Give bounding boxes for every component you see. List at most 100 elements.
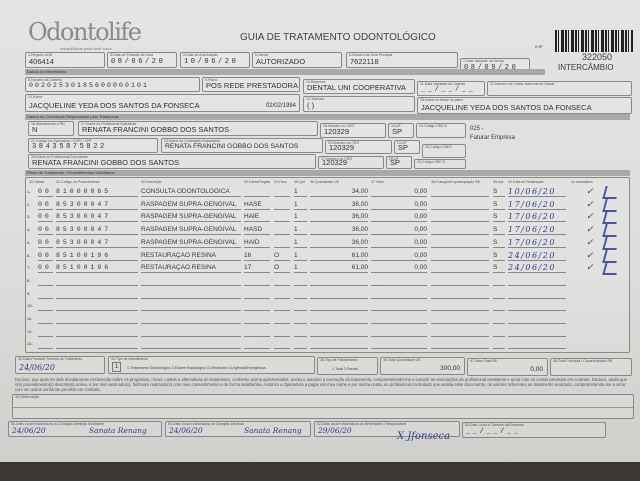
cell-code[interactable]	[56, 328, 138, 337]
cell-qty[interactable]	[294, 340, 307, 350]
cell-table[interactable]: 00	[38, 238, 53, 248]
cell-face[interactable]	[274, 188, 290, 197]
cell-copay[interactable]	[431, 277, 489, 286]
cell-copay[interactable]	[431, 340, 489, 350]
procedure-row[interactable]: 7- 00 85100196 RESTAURAÇÃO RESINA 17 O 1 61,00 0…	[26, 262, 629, 276]
cell-code[interactable]	[56, 340, 138, 350]
cell-value[interactable]	[371, 277, 427, 286]
cell-qty[interactable]: 1	[294, 264, 307, 274]
cell-date[interactable]: 17/06/20	[508, 226, 566, 236]
cell-code[interactable]	[56, 315, 138, 324]
cell-copay[interactable]	[431, 264, 489, 274]
cell-face[interactable]	[274, 302, 290, 312]
cell-table[interactable]: 00	[38, 226, 53, 236]
procedure-row[interactable]: 6- 00 85100196 RESTAURAÇÃO RESINA 16 O 1 61,00 0…	[26, 249, 629, 263]
end-date-field[interactable]: 43-Data Provável Término do Tratamento 24…	[15, 356, 105, 374]
cell-aut[interactable]	[493, 277, 505, 286]
cell-aut[interactable]: S	[493, 201, 505, 210]
card-number-field[interactable]: 8-Número da Carteira 00202530185600000101	[25, 77, 200, 92]
cell-date[interactable]	[508, 277, 566, 286]
cell-tooth[interactable]: HASE	[244, 201, 270, 210]
procedure-row[interactable]: 13-	[26, 340, 629, 351]
cell-aut[interactable]: S	[493, 226, 505, 236]
issue-date-field[interactable]: 3-Data de Emissão da Guia 08/06/20	[107, 52, 177, 68]
total-value-field[interactable]: 47-Valor Total R$ 0,00	[467, 358, 548, 376]
cell-us[interactable]	[310, 328, 368, 337]
cell-tooth[interactable]	[244, 188, 270, 197]
cell-aut[interactable]	[493, 315, 505, 324]
cell-face[interactable]	[274, 290, 290, 299]
cell-code[interactable]: 85100196	[56, 252, 138, 261]
cell-us[interactable]	[310, 302, 368, 312]
cell-tooth[interactable]: HASD	[244, 226, 270, 236]
procedure-row[interactable]: 12-	[26, 328, 629, 339]
cell-us[interactable]: 36,00	[310, 239, 368, 248]
cell-code[interactable]	[56, 277, 138, 286]
cell-copay[interactable]	[431, 226, 489, 236]
card-validity-field[interactable]: 11-Data Validade da Carteira __/__/__	[417, 81, 485, 96]
cell-copay[interactable]	[431, 239, 489, 248]
cell-date[interactable]	[508, 315, 566, 324]
cell-value[interactable]	[371, 302, 427, 312]
cell-us[interactable]: 61,00	[310, 252, 368, 261]
operator-code-field[interactable]: 21-Código na Operadora / CNPJ / CPF 38435…	[28, 138, 158, 153]
cell-aut[interactable]	[493, 340, 505, 350]
cell-tooth[interactable]	[244, 328, 270, 337]
cell-description[interactable]: RASPAGEM SUPRA-GENGIVAL	[141, 213, 241, 223]
cell-description[interactable]: RESTAURAÇÃO RESINA	[141, 264, 241, 274]
cell-tooth[interactable]	[244, 290, 270, 299]
cell-qty[interactable]: 1	[294, 239, 307, 248]
cell-table[interactable]	[38, 340, 53, 350]
uf-field-3[interactable]: 28-UF SP	[386, 156, 412, 169]
cell-date[interactable]: 24/06/20	[508, 252, 566, 261]
cell-us[interactable]: 36,00	[310, 226, 368, 236]
cell-value[interactable]: 0,00	[371, 188, 427, 197]
holder-name-field[interactable]: 15-Nome do titular do plano JACQUELINE YE…	[417, 97, 632, 114]
cell-tooth[interactable]	[244, 315, 270, 324]
cell-table[interactable]	[38, 302, 53, 312]
cell-copay[interactable]	[431, 290, 489, 299]
cell-description[interactable]: RASPAGEM SUPRA-GENGIVAL	[141, 201, 241, 210]
observation-field[interactable]: 49-Observação	[12, 394, 634, 419]
cell-description[interactable]	[141, 290, 241, 299]
cell-value[interactable]: 0,00	[371, 226, 427, 236]
cell-face[interactable]: O	[274, 264, 290, 274]
cell-us[interactable]	[310, 290, 368, 299]
cell-face[interactable]	[274, 213, 290, 223]
cro-field-2[interactable]: 23-Número no CRO 120329	[325, 140, 392, 154]
auth-date-field[interactable]: 4-Data de Autorização 10/06/20	[180, 52, 250, 68]
cell-face[interactable]: O	[274, 252, 290, 261]
cell-qty[interactable]	[294, 315, 307, 324]
procedure-row[interactable]: 8-	[26, 277, 629, 288]
cell-qty[interactable]	[294, 290, 307, 299]
cell-aut[interactable]	[493, 290, 505, 299]
cell-date[interactable]: 10/06/20	[508, 188, 566, 197]
cell-qty[interactable]: 1	[294, 252, 307, 261]
cell-tooth[interactable]	[244, 340, 270, 350]
cell-copay[interactable]	[431, 328, 489, 337]
cell-description[interactable]	[141, 315, 241, 324]
dentist-requester-signature-field[interactable]: 50-Data, local e Assinatura do Cirurgião…	[8, 421, 162, 437]
cell-table[interactable]: 00	[38, 200, 53, 210]
cell-value[interactable]: 0,00	[371, 252, 427, 261]
cell-aut[interactable]: S	[493, 252, 505, 261]
requester-field[interactable]: 17-Nome do Profissional Solicitante RENAT…	[78, 121, 318, 136]
cell-date[interactable]: 17/06/20	[508, 213, 566, 223]
procedure-row[interactable]: 3- 00 85300047 RASPAGEM SUPRA-GENGIVAL HAIE 1…	[26, 211, 629, 225]
cell-code[interactable]: 85300047	[56, 213, 138, 223]
cell-us[interactable]	[310, 315, 368, 324]
cell-value[interactable]	[371, 315, 427, 324]
cell-description[interactable]	[141, 328, 241, 337]
procedure-row[interactable]: 2- 00 85300047 RASPAGEM SUPRA-GENGIVAL HASE 1…	[26, 198, 629, 212]
cell-tooth[interactable]: 17	[244, 264, 270, 274]
cell-us[interactable]: 34,00	[310, 188, 368, 197]
procedure-row[interactable]: 1- 00 81000065 CONSULTA ODONTOLOGICA 1 34,00 0…	[26, 186, 629, 199]
rn-field[interactable]: 16-Atendimento a RN N	[28, 121, 74, 136]
cell-table[interactable]: 00	[38, 264, 53, 274]
procedure-row[interactable]: 9-	[26, 290, 629, 301]
cell-table[interactable]: 00	[38, 188, 53, 197]
cell-code[interactable]: 85300047	[56, 239, 138, 248]
cell-tooth[interactable]: 16	[244, 252, 270, 261]
cell-code[interactable]: 81000065	[56, 188, 138, 197]
cell-description[interactable]: RASPAGEM SUPRA-GENGIVAL	[141, 239, 241, 248]
